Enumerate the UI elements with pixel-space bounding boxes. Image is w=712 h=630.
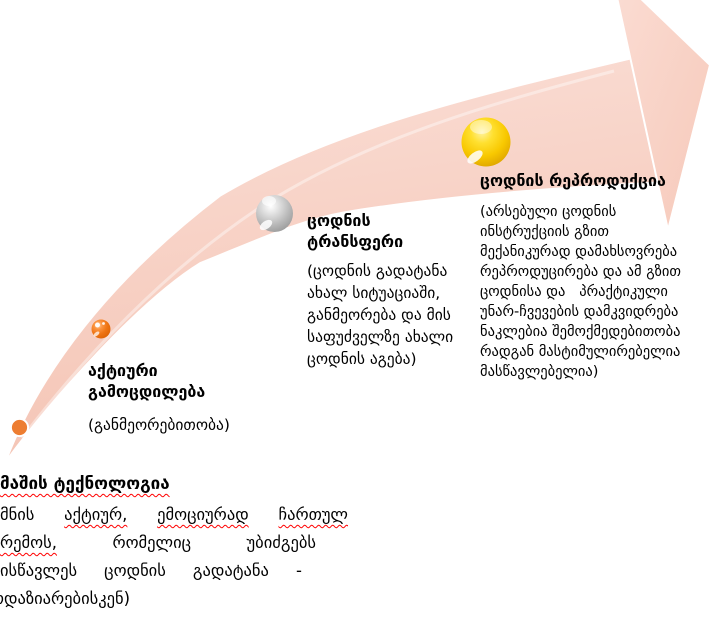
tech-note-word: მნის [0,505,35,524]
stage-transfer-body-line: (ცოდნის გადატანა [307,262,448,280]
orange-sphere [91,319,111,339]
stage-transfer-body-line: საფუძველზე ახალი [307,328,454,346]
stage-reproduction-body-line: ნაკლებია შემოქმედებითობა [480,324,681,340]
stage-transfer-title-line2: ტრანსფერი [307,232,404,251]
stage-transfer-body-line: ცოდნის აგება) [307,350,417,368]
stage-transfer-body-line: ახალ სიტუაციაში, [307,284,441,302]
tech-note-word-misspelled: რემოს, [0,533,57,552]
stage-reproduction-body-line: მასწავლებელია) [480,364,599,380]
stage-transfer-body-line: განმეორება და მის [307,306,451,324]
stage-reproduction-body-line: მექანიკურად დამახსოვრება [480,244,678,260]
tech-note-line-4: ოდაზიარებისკენ) [0,589,131,608]
tech-note-line-3: ისწავლეს ცოდნის გადატანა - [0,561,302,580]
stage-reproduction-title: ცოდნის რეპროდუქცია [480,171,666,190]
tech-note-word: ცოდნის [104,561,166,580]
arrow-head [616,0,712,231]
tech-note-word-misspelled: ემოციურად [157,505,249,524]
tech-note-word: - [296,561,302,580]
silver-sphere [256,195,293,232]
stage-reproduction-body-line: (არსებული ცოდნის [480,204,617,220]
tech-note-line-1: მნის აქტიურ, ემოციურად ჩართულ [0,505,348,524]
stage-reproduction-body-line: ცოდნისა და პრაქტიკული [480,284,668,300]
tech-note-line-2: რემოს, რომელიც უბიძგებს [0,533,316,552]
stage-transfer-title-line1: ცოდნის [307,211,371,230]
tech-note-word: რომელიც [112,533,192,552]
tech-note-word: უბიძგებს [246,533,316,552]
tech-note-word: გადატანა [192,561,269,580]
stage-reproduction-body-line: ინსტრუქციის გზით [480,224,609,240]
gold-sphere [461,117,511,167]
stage-experience-title-line1: აქტიური [88,361,158,380]
tech-note-word-misspelled: აქტიურ, [64,505,128,524]
tech-note-word: ისწავლეს [0,561,78,580]
stage-reproduction-body-line: რადგან მასტიმულირებელია [480,344,681,360]
stage-reproduction-body-line: რეპროდუცირება და ამ გზით [480,264,681,280]
tech-note-title: მაშის ტექნოლოგია [0,474,170,494]
tech-note-word-misspelled: ჩართულ [278,505,348,524]
stage-experience-title-line2: გამოცდილება [88,382,206,401]
orange-dot-marker [9,417,30,438]
stage-experience-body: (განმეორებითობა) [88,416,230,434]
stage-reproduction-body-line: უნარ-ჩვევების დამკვიდრება [480,304,679,320]
